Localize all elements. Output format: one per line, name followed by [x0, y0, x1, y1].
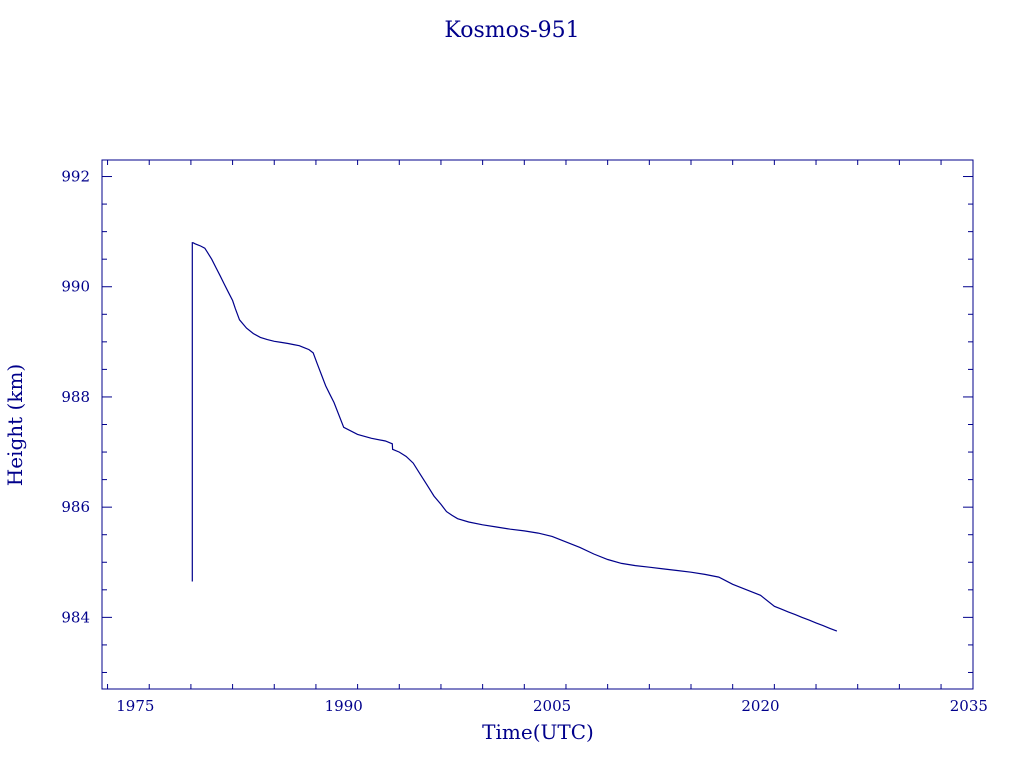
x-tick-labels: 1975 1990 2005 2020 2035 [116, 697, 988, 715]
y-axis-label: Height (km) [3, 364, 27, 486]
y-tick-label: 986 [61, 498, 90, 516]
x-tick-label: 2020 [741, 697, 779, 715]
x-tick-label: 2005 [533, 697, 571, 715]
plot-frame [101, 159, 974, 690]
height-series-line [191, 242, 838, 632]
y-tick-label: 990 [61, 278, 90, 296]
axis-ticks [102, 160, 973, 689]
y-tick-label: 988 [61, 388, 90, 406]
y-tick-label: 992 [61, 168, 90, 186]
x-tick-label: 1975 [116, 697, 154, 715]
y-tick-labels: 984 986 988 990 992 [61, 168, 90, 627]
x-axis-label: Time(UTC) [482, 720, 594, 744]
x-tick-label: 2035 [950, 697, 988, 715]
y-tick-label: 984 [61, 608, 90, 626]
x-tick-label: 1990 [325, 697, 363, 715]
chart-title: Kosmos-951 [444, 18, 579, 43]
